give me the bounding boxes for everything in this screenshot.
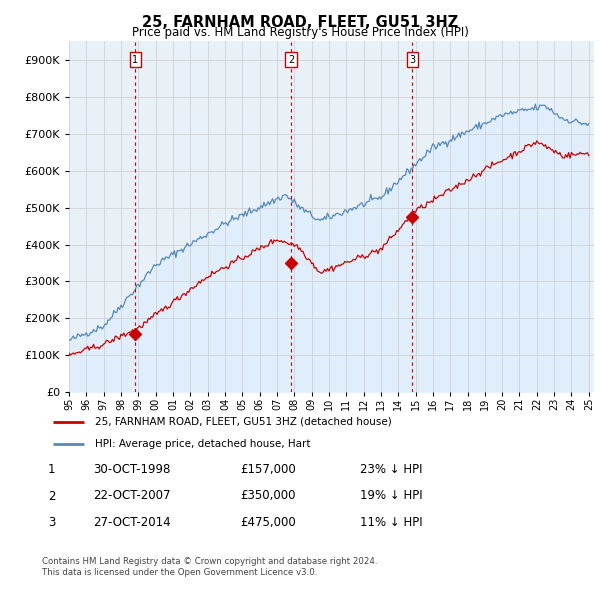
Text: 27-OCT-2014: 27-OCT-2014 xyxy=(93,516,170,529)
Text: £350,000: £350,000 xyxy=(240,489,296,502)
Text: 22-OCT-2007: 22-OCT-2007 xyxy=(93,489,170,502)
Text: £157,000: £157,000 xyxy=(240,463,296,476)
Text: 2: 2 xyxy=(288,55,294,65)
Text: 30-OCT-1998: 30-OCT-1998 xyxy=(93,463,170,476)
Text: 25, FARNHAM ROAD, FLEET, GU51 3HZ (detached house): 25, FARNHAM ROAD, FLEET, GU51 3HZ (detac… xyxy=(95,417,392,427)
Text: 3: 3 xyxy=(48,516,56,529)
Text: 1: 1 xyxy=(132,55,139,65)
Text: £475,000: £475,000 xyxy=(240,516,296,529)
Text: This data is licensed under the Open Government Licence v3.0.: This data is licensed under the Open Gov… xyxy=(42,568,317,577)
Text: 1: 1 xyxy=(48,463,56,476)
Text: 3: 3 xyxy=(409,55,415,65)
Text: Price paid vs. HM Land Registry's House Price Index (HPI): Price paid vs. HM Land Registry's House … xyxy=(131,26,469,39)
Text: Contains HM Land Registry data © Crown copyright and database right 2024.: Contains HM Land Registry data © Crown c… xyxy=(42,558,377,566)
Text: HPI: Average price, detached house, Hart: HPI: Average price, detached house, Hart xyxy=(95,439,310,449)
Text: 2: 2 xyxy=(48,490,56,503)
Text: 25, FARNHAM ROAD, FLEET, GU51 3HZ: 25, FARNHAM ROAD, FLEET, GU51 3HZ xyxy=(142,15,458,30)
Text: 11% ↓ HPI: 11% ↓ HPI xyxy=(360,516,422,529)
Text: 23% ↓ HPI: 23% ↓ HPI xyxy=(360,463,422,476)
Text: 19% ↓ HPI: 19% ↓ HPI xyxy=(360,489,422,502)
